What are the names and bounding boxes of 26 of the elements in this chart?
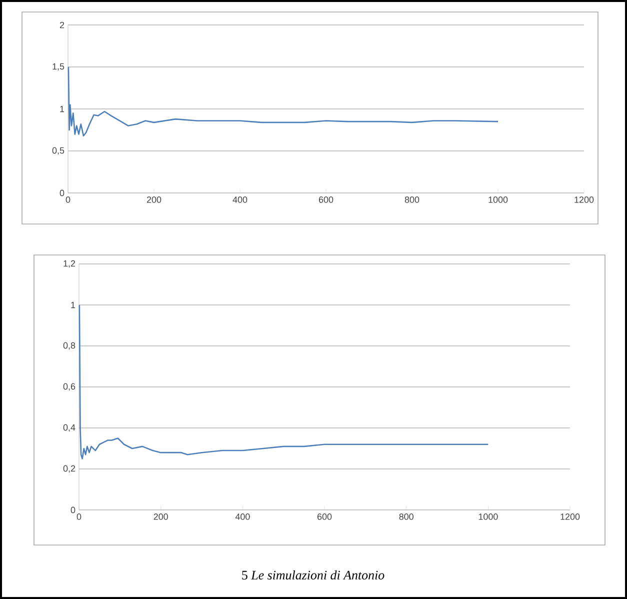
- y-tick-label: 0,6: [63, 383, 76, 391]
- x-tick-label: 200: [146, 196, 162, 203]
- x-tick-label: 200: [154, 514, 168, 520]
- x-tick-label: 400: [235, 514, 250, 520]
- y-tick-label: 0,8: [63, 342, 76, 350]
- y-tick-label: 1: [71, 302, 76, 308]
- x-tick-label: 400: [232, 196, 248, 203]
- y-tick-label: 0: [70, 506, 76, 514]
- x-tick-label: 600: [318, 196, 334, 203]
- x-tick-label: 1200: [560, 514, 580, 520]
- y-tick-label: 1: [60, 106, 64, 112]
- x-tick-label: 1000: [488, 196, 508, 203]
- x-tick-label: 1000: [478, 514, 498, 520]
- y-tick-label: 2: [60, 22, 64, 28]
- x-tick-label: 800: [404, 196, 420, 203]
- x-tick-label: 600: [317, 514, 332, 520]
- y-tick-label: 0,4: [63, 424, 76, 432]
- y-tick-label: 1,2: [64, 260, 76, 268]
- x-tick-label: 800: [399, 514, 414, 520]
- y-tick-label: 0: [60, 190, 64, 196]
- y-tick-label: 0,5: [52, 147, 64, 155]
- y-tick-label: 1,5: [52, 63, 64, 71]
- x-tick-label: 0: [76, 514, 82, 520]
- y-tick-label: 0,2: [63, 465, 76, 473]
- x-tick-label: 1200: [574, 196, 594, 203]
- text: 5 Le simulazioni di Antonio: [242, 570, 384, 580]
